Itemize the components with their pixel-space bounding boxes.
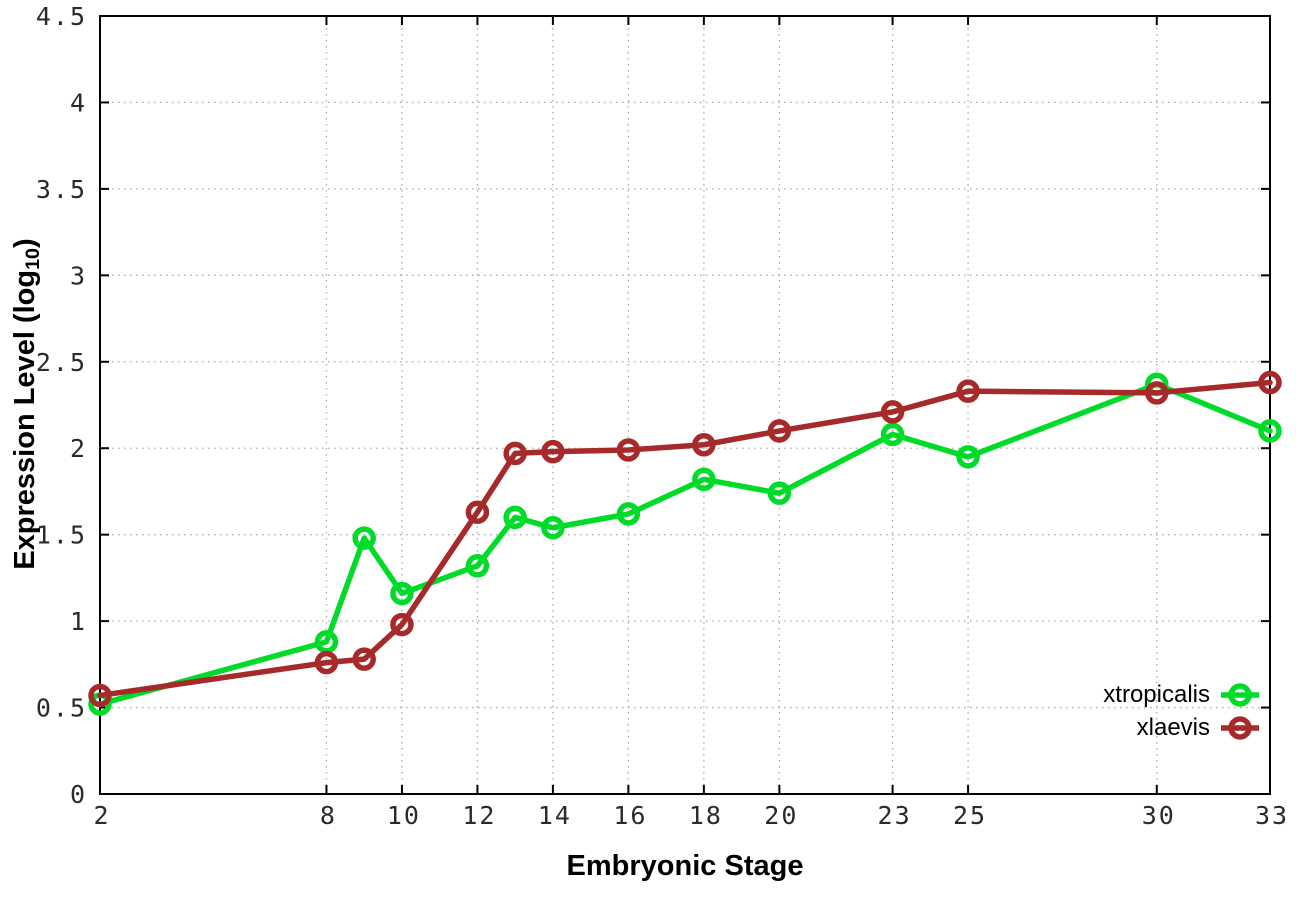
- x-tick-label-23: 23: [878, 801, 912, 830]
- legend-marker-xlaevis-icon: [1221, 716, 1259, 740]
- series-marker-xtropicalis-stage-10: [390, 581, 414, 606]
- series-marker-xlaevis-stage-33: [1258, 370, 1282, 395]
- series-marker-xlaevis-stage-14: [541, 439, 565, 464]
- legend-entry-xtropicalis: xtropicalis: [1103, 681, 1260, 709]
- y-tick-label-1: 1: [70, 607, 87, 636]
- series-marker-xlaevis-stage-20: [767, 419, 792, 443]
- x-tick-label-25: 25: [953, 801, 987, 830]
- series-marker-xtropicalis-stage-23: [880, 422, 905, 447]
- x-tick-label-10: 10: [387, 801, 421, 830]
- y-tick-label-0: 0: [70, 780, 87, 809]
- series-marker-xlaevis-stage-2: [88, 683, 112, 708]
- series-marker-xtropicalis-stage-12: [465, 554, 490, 578]
- series-marker-xlaevis-stage-12: [465, 500, 490, 524]
- series-marker-xlaevis-stage-30: [1145, 381, 1169, 405]
- legend-label-xlaevis: xlaevis: [1136, 714, 1210, 741]
- series-marker-xtropicalis-stage-9: [352, 526, 376, 550]
- y-axis-title-text: Expression Level (log: [9, 269, 42, 570]
- legend-label-xtropicalis: xtropicalis: [1103, 681, 1210, 708]
- y-tick-label-2: 2: [70, 434, 87, 463]
- x-tick-label-12: 12: [462, 801, 496, 830]
- series-marker-xlaevis-stage-8: [314, 650, 339, 675]
- series-marker-xtropicalis-stage-25: [956, 445, 980, 469]
- series-marker-xlaevis-stage-13: [503, 441, 527, 466]
- series-marker-xlaevis-stage-10: [390, 612, 414, 637]
- series-marker-xlaevis-stage-25: [956, 379, 980, 403]
- series-marker-xtropicalis-stage-33: [1258, 419, 1282, 443]
- series-marker-xtropicalis-stage-20: [767, 481, 792, 505]
- x-tick-label-16: 16: [613, 801, 647, 830]
- x-tick-label-14: 14: [538, 801, 572, 830]
- y-axis-title: Expression Level (log10): [9, 238, 45, 569]
- y-axis-title-close: ): [9, 238, 42, 248]
- series-marker-xlaevis-stage-16: [616, 438, 641, 462]
- x-tick-label-18: 18: [689, 801, 723, 830]
- series-line-xtropicalis: [97, 381, 1273, 707]
- series-marker-xtropicalis-stage-14: [541, 516, 565, 540]
- y-tick-label-3.5: 3.5: [36, 175, 87, 204]
- x-tick-label-8: 8: [320, 801, 337, 830]
- series-marker-xlaevis-stage-23: [880, 400, 905, 424]
- y-axis-title-subscript: 10: [21, 247, 44, 270]
- x-tick-label-2: 2: [93, 801, 110, 830]
- x-tick-label-33: 33: [1255, 801, 1289, 830]
- y-tick-label-1.5: 1.5: [36, 521, 87, 550]
- plot-border: [99, 15, 1271, 795]
- series-line-xlaevis: [97, 379, 1273, 699]
- legend: xtropicalis xlaevis: [1103, 681, 1260, 742]
- series-marker-xtropicalis-stage-13: [503, 505, 527, 530]
- x-axis-title: Embryonic Stage: [566, 850, 804, 882]
- y-tick-label-2.5: 2.5: [36, 348, 87, 377]
- x-tick-label-30: 30: [1142, 801, 1176, 830]
- y-tick-label-4: 4: [70, 88, 87, 117]
- series-marker-xlaevis-stage-9: [352, 647, 376, 671]
- y-tick-label-3: 3: [70, 261, 87, 290]
- series-marker-xtropicalis-stage-16: [616, 502, 641, 526]
- legend-entry-xlaevis: xlaevis: [1103, 714, 1260, 742]
- legend-marker-xtropicalis-icon: [1221, 683, 1259, 707]
- y-tick-label-0.5: 0.5: [36, 694, 87, 723]
- series-marker-xlaevis-stage-18: [692, 433, 716, 457]
- x-tick-label-20: 20: [764, 801, 798, 830]
- series-marker-xtropicalis-stage-18: [692, 467, 716, 492]
- y-tick-label-4.5: 4.5: [36, 2, 87, 31]
